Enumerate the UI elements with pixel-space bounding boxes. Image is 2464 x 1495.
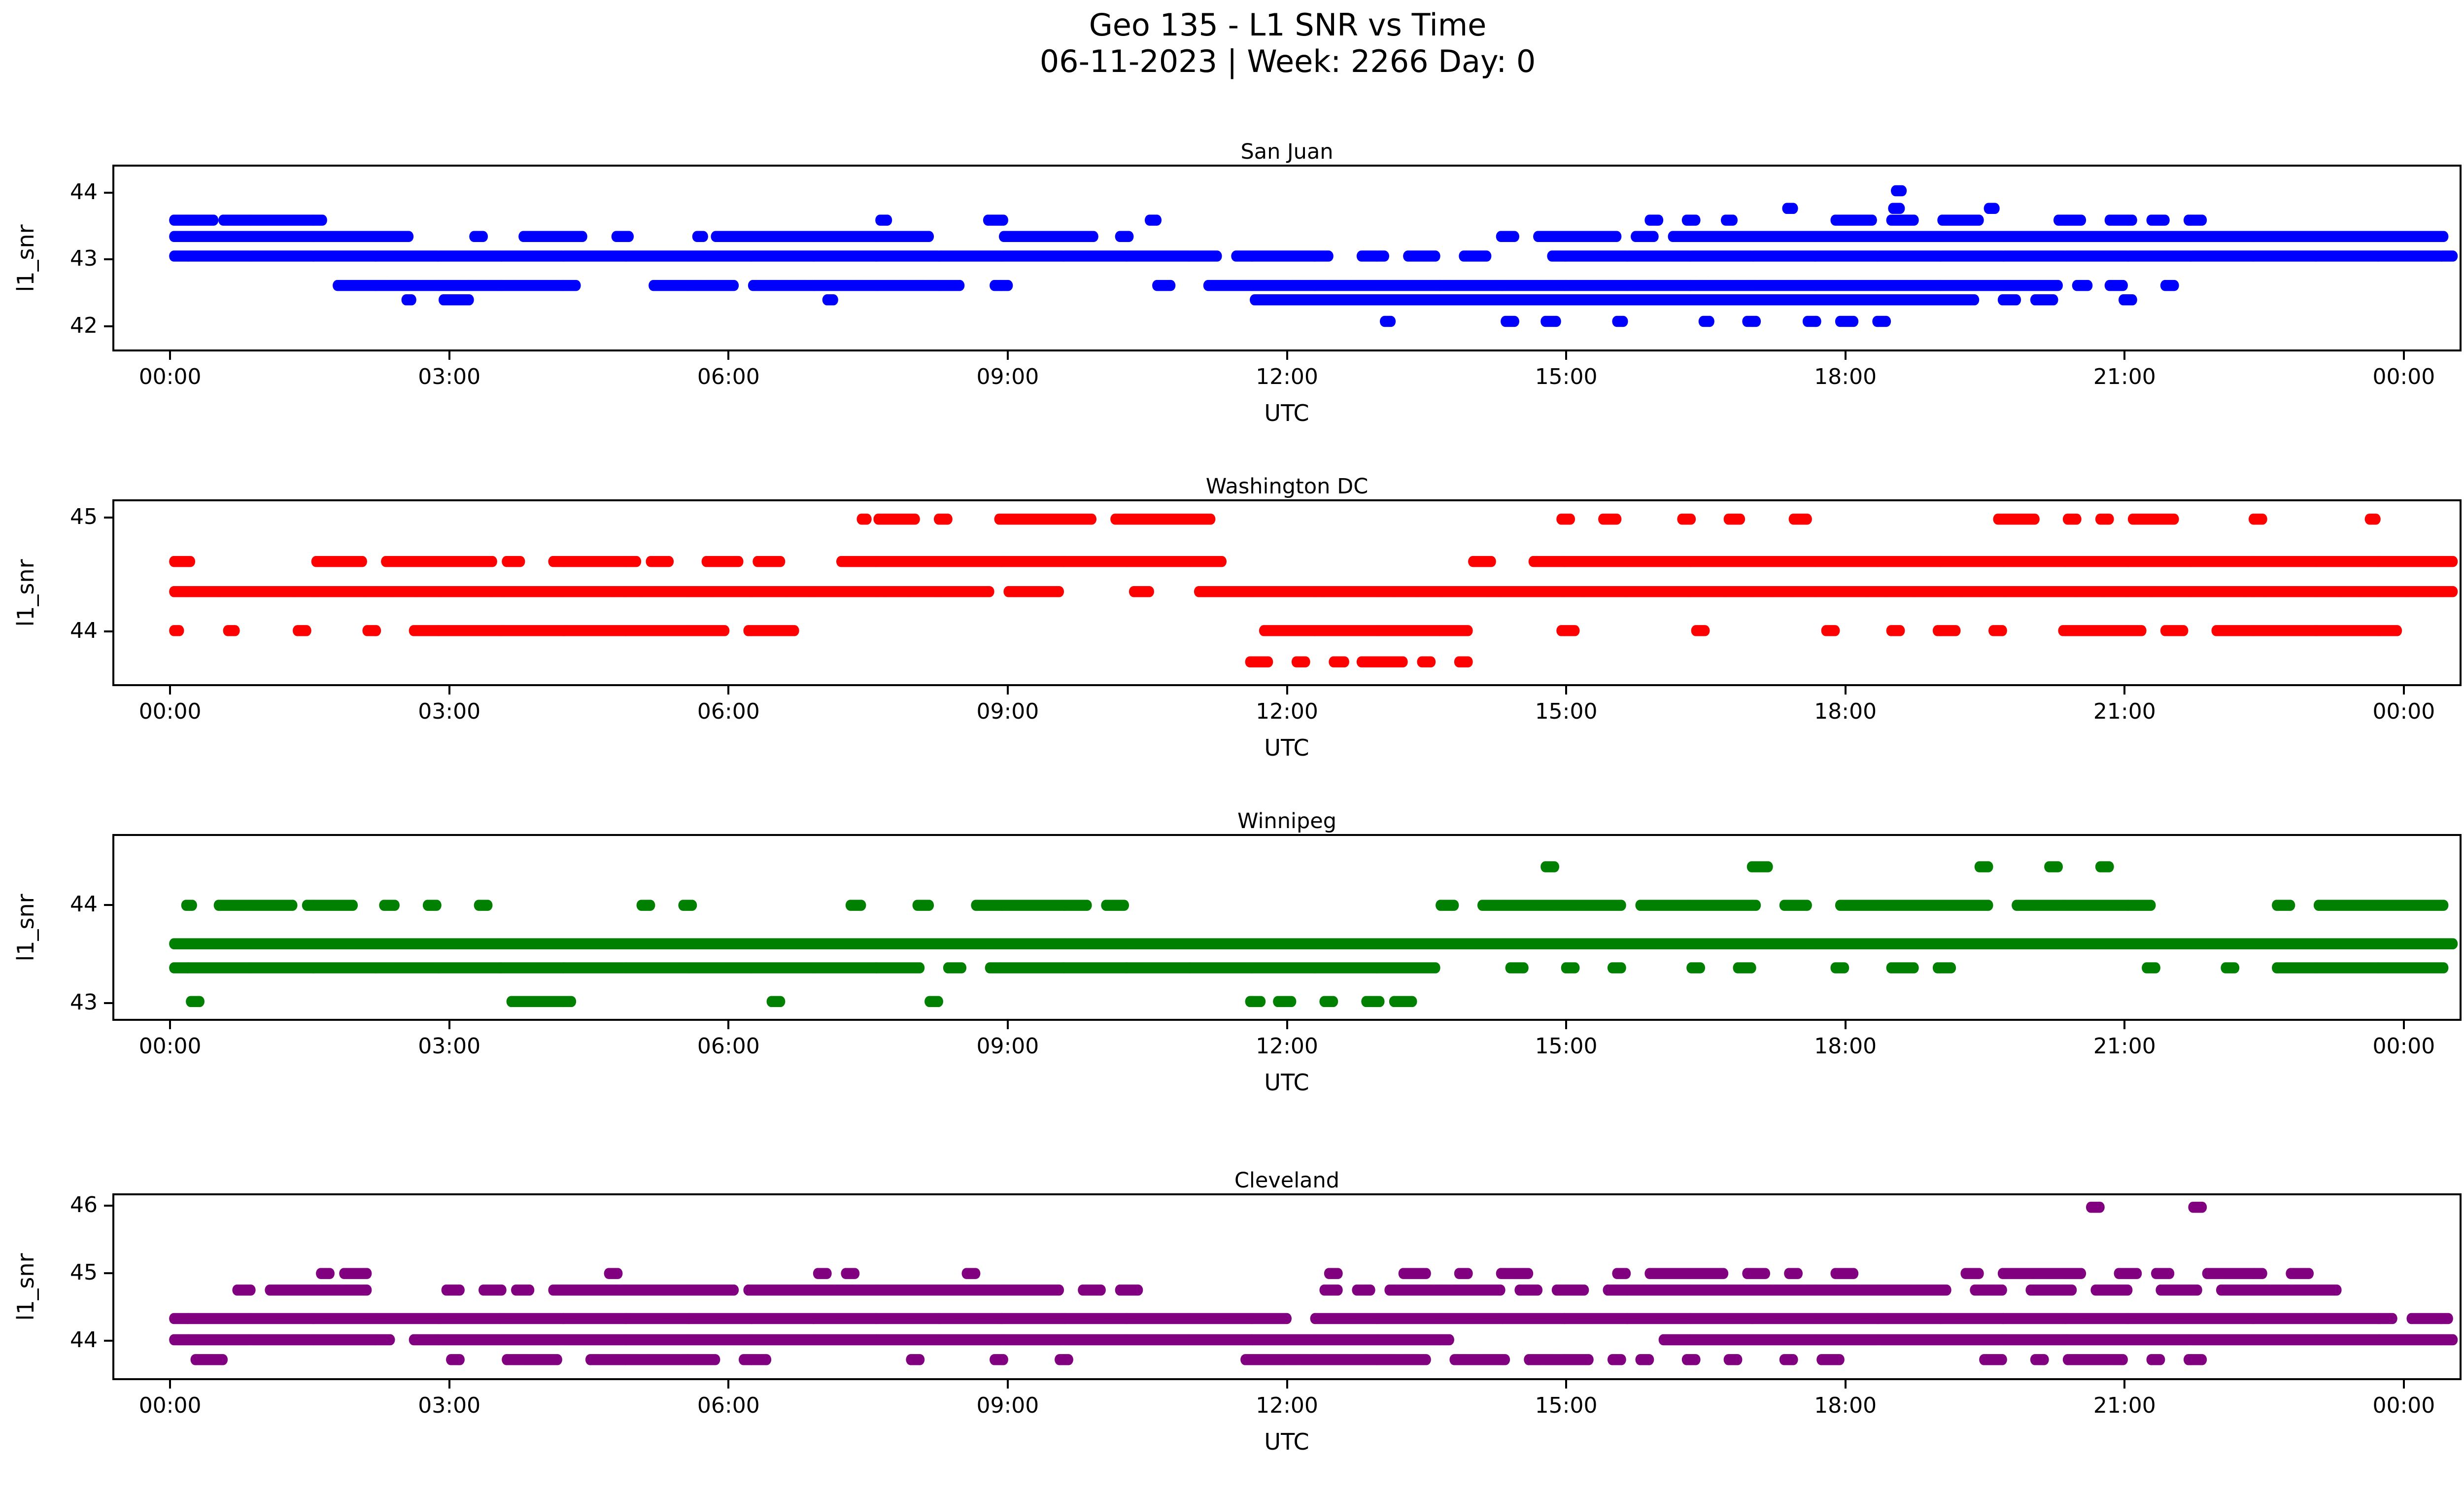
data-point	[955, 279, 965, 291]
subplot-title-san-juan: San Juan	[112, 140, 2462, 164]
data-point	[1649, 231, 1659, 243]
data-point	[317, 214, 327, 226]
data-point	[1089, 231, 1098, 243]
data-point	[1895, 203, 1905, 214]
data-point	[1691, 214, 1701, 226]
data-point	[571, 279, 581, 291]
data-point	[2160, 214, 2170, 226]
data-point	[1003, 279, 1013, 291]
data-point	[1124, 231, 1134, 243]
data-point	[1897, 185, 1907, 197]
data-point	[578, 231, 587, 243]
data-point	[883, 214, 892, 226]
data-point	[2448, 250, 2458, 262]
data-point	[1974, 214, 1984, 226]
data-point	[924, 231, 934, 243]
data-point	[1909, 214, 1919, 226]
data-point	[479, 231, 488, 243]
data-point	[1612, 231, 1622, 243]
data-point	[1152, 214, 1162, 226]
data-point	[1379, 250, 1389, 262]
data-point	[1324, 250, 1334, 262]
figure-suptitle: Geo 135 - L1 SNR vs Time 06-11-2023 | Wee…	[0, 7, 2464, 80]
data-point	[2439, 231, 2449, 243]
scatter-canvas-san-juan	[169, 185, 2458, 327]
data-point	[209, 214, 219, 226]
data-point	[729, 279, 739, 291]
data-point	[998, 214, 1008, 226]
data-point	[1212, 250, 1222, 262]
data-point	[1431, 250, 1440, 262]
data-point	[1990, 203, 2000, 214]
data-point	[1788, 203, 1798, 214]
data-point	[1166, 279, 1176, 291]
data-point	[1728, 214, 1738, 226]
data-point	[2127, 214, 2137, 226]
data-point	[1509, 231, 1519, 243]
data-point	[2077, 214, 2087, 226]
data-point	[1867, 214, 1877, 226]
data-point	[1482, 250, 1492, 262]
data-point	[624, 231, 634, 243]
plot-area-san-juan	[112, 165, 2462, 351]
suptitle-line-2: 06-11-2023 | Week: 2266 Day: 0	[1040, 43, 1536, 79]
data-point	[698, 231, 708, 243]
suptitle-line-1: Geo 135 - L1 SNR vs Time	[1089, 7, 1487, 43]
data-point	[2197, 214, 2207, 226]
data-point	[404, 231, 414, 243]
data-point	[1654, 214, 1664, 226]
